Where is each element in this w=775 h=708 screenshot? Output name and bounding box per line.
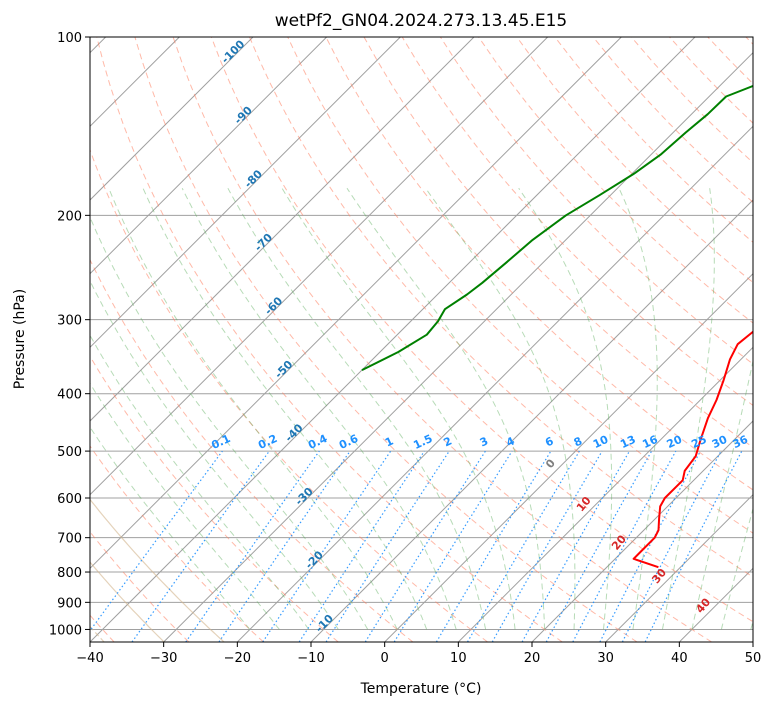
dewpoint-profile-line: [361, 84, 753, 371]
dry-adiabat-line: [172, 37, 712, 642]
theta-curve: [90, 498, 225, 642]
isotherm-grid-line: [90, 37, 254, 201]
mixing-ratio-line: [185, 450, 320, 642]
y-tick-label: 300: [57, 314, 82, 329]
y-tick-label: 100: [57, 31, 82, 46]
dry-adiabat-line: [249, 37, 753, 578]
isotherm-grid-line: [90, 37, 622, 570]
x-tick-label: 30: [597, 651, 614, 666]
mixing-ratio-line: [644, 450, 743, 642]
isotherm-grid-line: [457, 346, 753, 642]
x-tick-label: −20: [224, 651, 251, 666]
x-tick-label: 20: [524, 651, 541, 666]
moist-adiabat-line: [346, 187, 546, 630]
y-tick-label: 700: [57, 532, 82, 547]
theta-curve: [90, 561, 165, 642]
mixing-ratio-line: [545, 450, 653, 642]
dry-adiabat-line: [90, 258, 414, 642]
x-tick-label: 10: [450, 651, 467, 666]
moist-adiabat-line: [90, 215, 369, 630]
mixing-ratio-line: [131, 450, 270, 642]
x-tick-label: −10: [297, 651, 324, 666]
dry-adiabat-line: [90, 355, 339, 642]
temperature-profile-line: [632, 330, 753, 569]
y-axis-label: Pressure (hPa): [12, 289, 28, 389]
dry-adiabat-line: [96, 37, 563, 642]
moist-adiabat-line: [142, 187, 428, 630]
moist-adiabat-line: [90, 334, 310, 630]
x-tick-label: 0: [381, 651, 389, 666]
x-tick-label: −30: [150, 651, 177, 666]
isotherm-grid-line: [163, 51, 753, 642]
isotherm-grid-line: [90, 37, 475, 422]
dry-adiabat-line: [210, 37, 753, 623]
mixing-ratio-label: 13: [618, 433, 637, 451]
plot-frame: [89, 36, 754, 643]
x-tick-label: 50: [745, 651, 762, 666]
mixing-ratio-line: [393, 450, 513, 642]
mixing-ratio-label: 10: [591, 433, 611, 451]
mixing-ratio-label: 20: [665, 433, 685, 451]
y-tick-label: 500: [57, 445, 82, 460]
mixing-ratio-label: 30: [710, 433, 730, 451]
isotherm-grid-line: [236, 125, 753, 642]
mixing-ratio-line: [262, 450, 392, 642]
mixing-ratio-line: [218, 450, 351, 642]
dry-adiabat-line: [287, 37, 753, 534]
isotherm-grid-line: [90, 37, 328, 275]
moist-adiabat-line: [90, 382, 280, 630]
y-tick-label: 600: [57, 492, 82, 507]
dry-adiabat-line: [516, 37, 753, 284]
mixing-ratio-label: 16: [640, 433, 660, 451]
dry-adiabat-line: [90, 445, 264, 642]
mixing-ratio-line: [298, 450, 425, 642]
x-axis-label: Temperature (°C): [360, 681, 482, 697]
moist-adiabat-line: [425, 187, 576, 630]
x-tick-label: −40: [76, 651, 103, 666]
moist-adiabat-line: [227, 187, 487, 630]
x-tick-label: 40: [671, 651, 688, 666]
dry-adiabat-line: [325, 37, 753, 491]
moist-adiabat-line: [90, 279, 339, 630]
mixing-ratio-label: 25: [689, 433, 708, 451]
isotherm-grid-line: [605, 493, 753, 642]
y-tick-label: 400: [57, 388, 82, 403]
y-tick-label: 800: [57, 566, 82, 581]
mixing-ratio-line: [90, 450, 223, 632]
moist-adiabat-line: [108, 188, 398, 630]
isotherm-grid-line: [531, 420, 753, 642]
mixing-ratio-line: [572, 450, 677, 642]
isotherm-grid-line: [310, 199, 753, 642]
y-tick-label: 200: [57, 209, 82, 224]
isotherm-grid-line: [90, 37, 696, 642]
isotherm-grid-line: [90, 37, 549, 496]
dry-adiabat-line: [134, 37, 638, 642]
mixing-ratio-line: [325, 450, 450, 642]
y-tick-label: 900: [57, 596, 82, 611]
y-tick-label: 1000: [49, 623, 82, 638]
chart-title: wetPf2_GN04.2024.273.13.45.E15: [275, 11, 567, 31]
isotherm-grid-line: [384, 272, 753, 642]
mixing-ratio-label: 36: [731, 433, 751, 451]
mixing-ratio-line: [521, 450, 631, 642]
moist-adiabat-line: [181, 187, 457, 630]
